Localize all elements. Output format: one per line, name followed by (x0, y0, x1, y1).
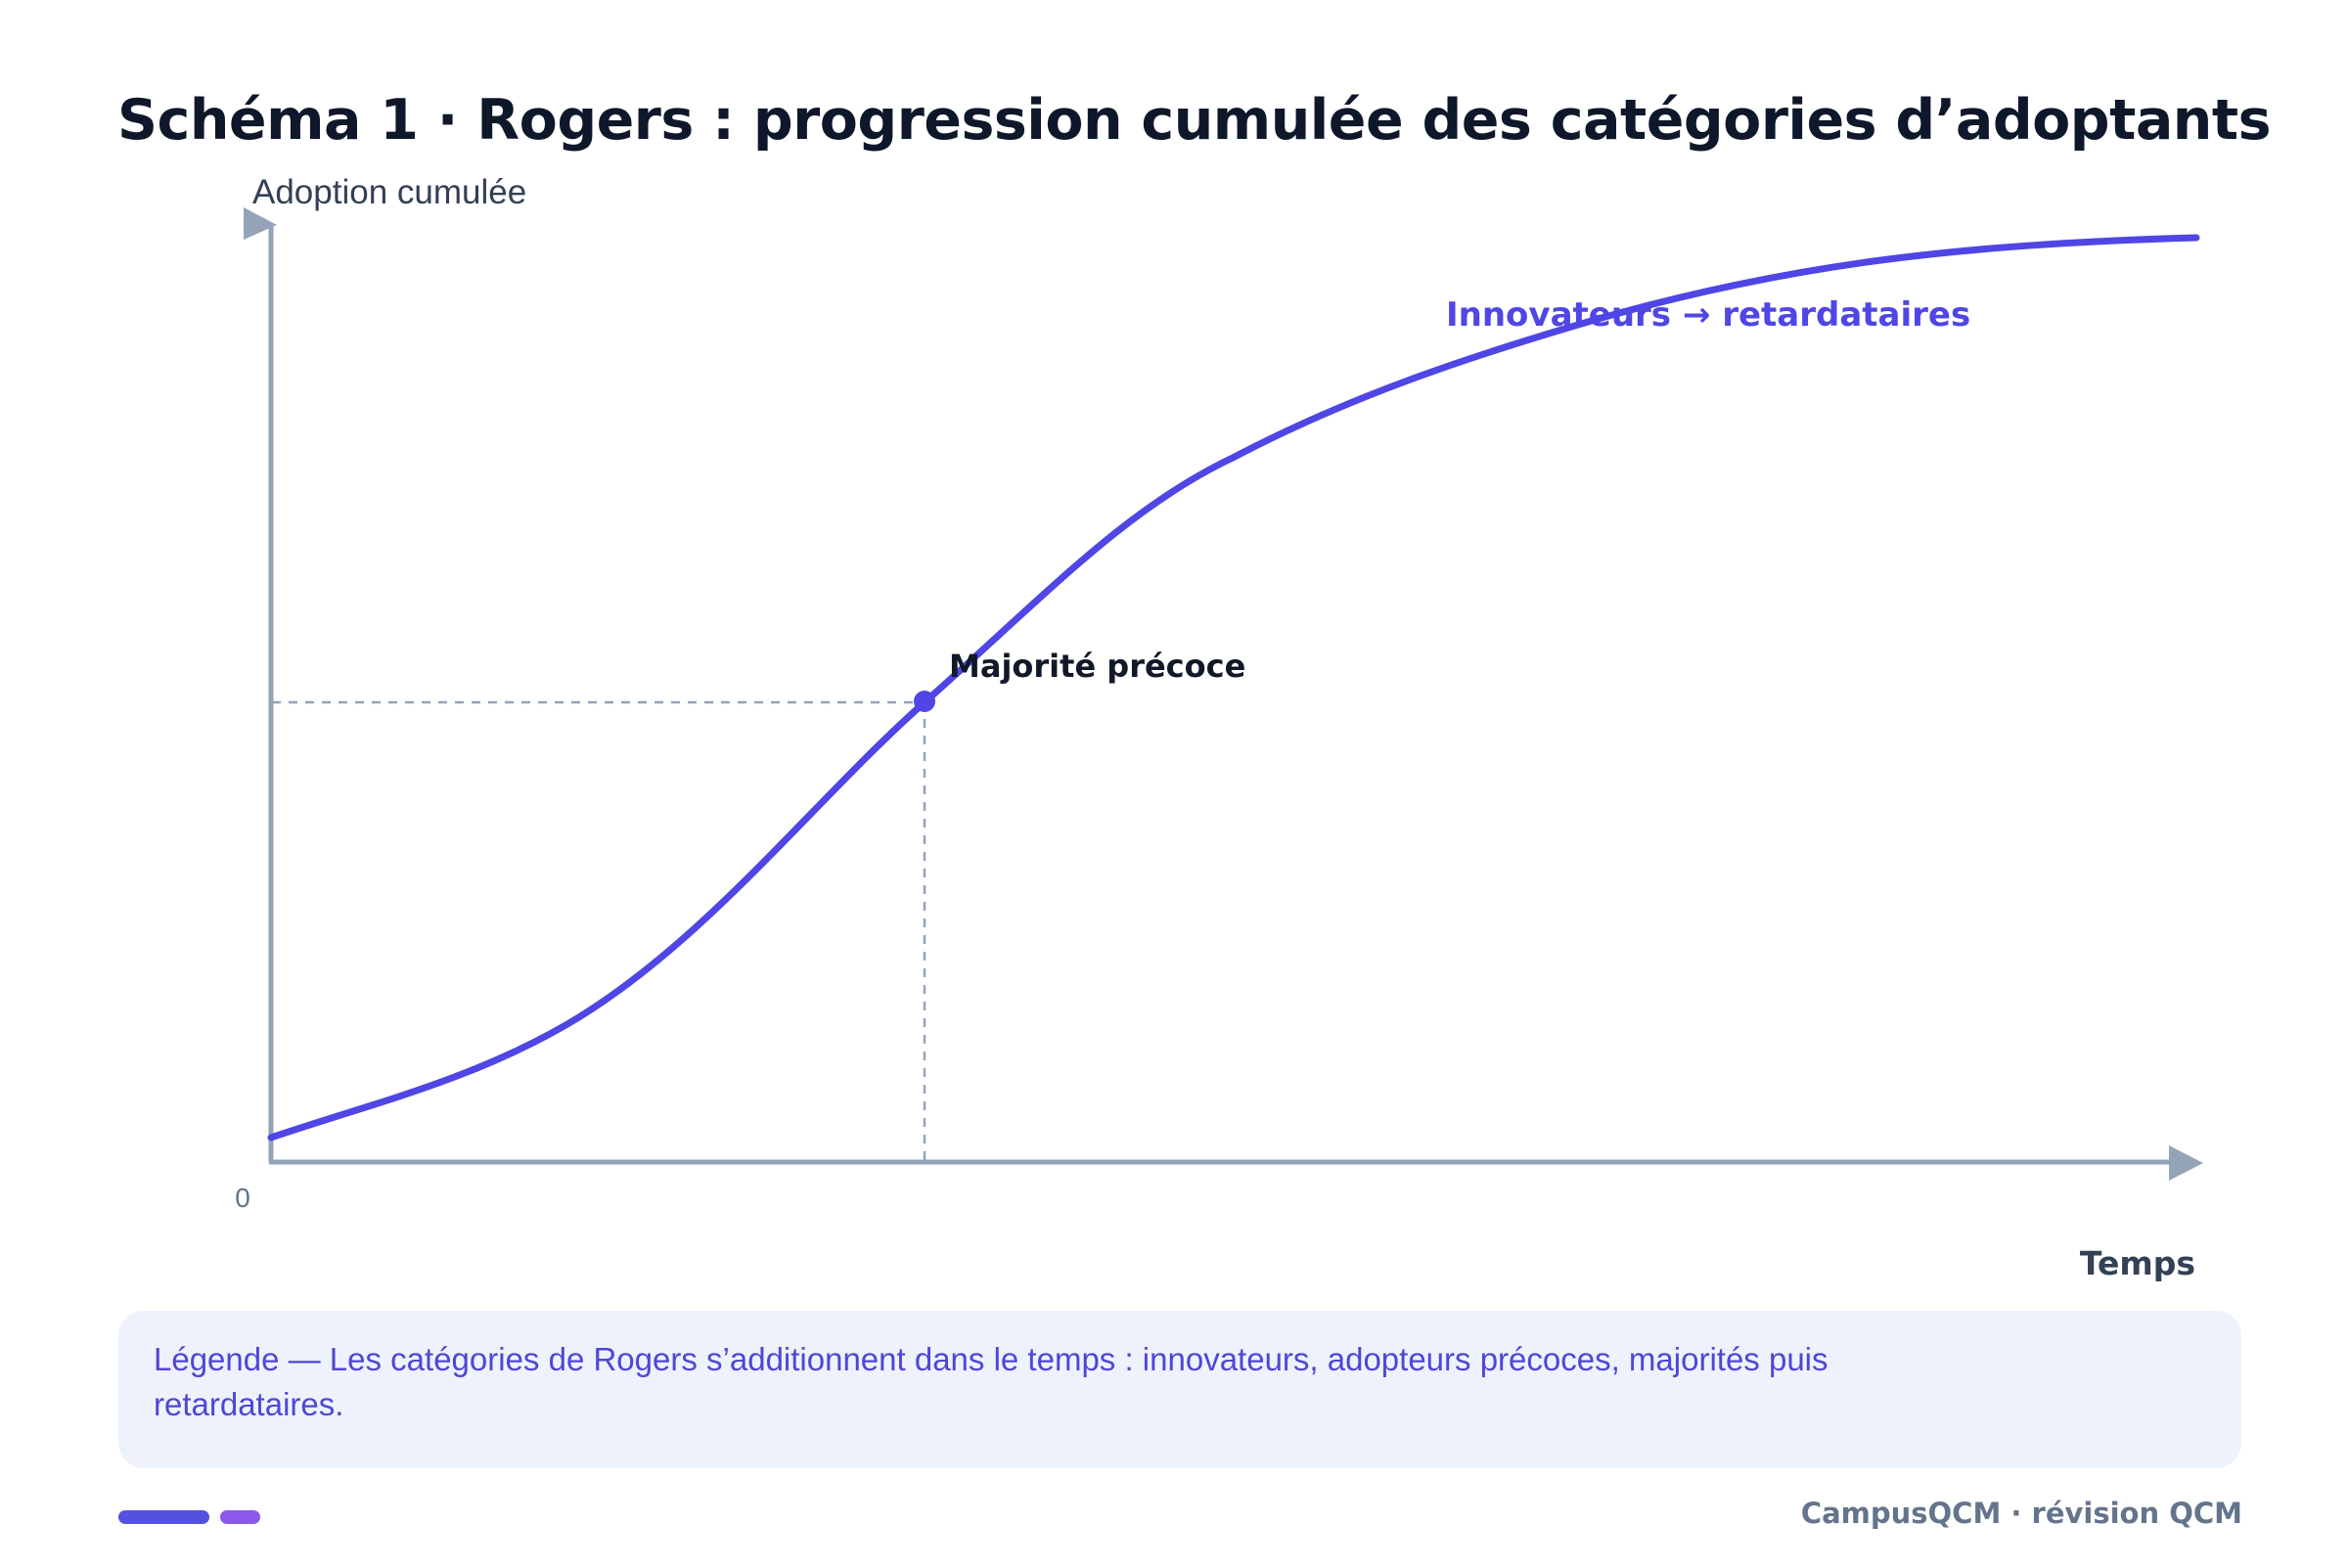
y-axis-label: Adoption cumulée (252, 173, 526, 211)
origin-label: 0 (235, 1183, 250, 1213)
curve-label: Innovateurs → retardataires (1446, 295, 1970, 335)
point-label: Majorité précoce (949, 648, 1245, 685)
progress-indicator-primary (118, 1510, 209, 1524)
x-axis-arrow (2169, 1145, 2203, 1181)
footer-brand: CampusQCM · révision QCM (1800, 1497, 2242, 1530)
legend-text: Légende — Les catégories de Rogers s’add… (154, 1341, 1829, 1422)
progress-indicator-secondary (220, 1510, 260, 1524)
y-axis-arrow (244, 207, 277, 240)
x-axis-label: Temps (2080, 1244, 2195, 1282)
adoption-curve (267, 234, 2200, 1142)
page-title: Schéma 1 · Rogers : progression cumulée … (117, 88, 2272, 153)
legend-box: Légende — Les catégories de Rogers s’add… (118, 1311, 2241, 1468)
early-majority-point (914, 691, 935, 712)
